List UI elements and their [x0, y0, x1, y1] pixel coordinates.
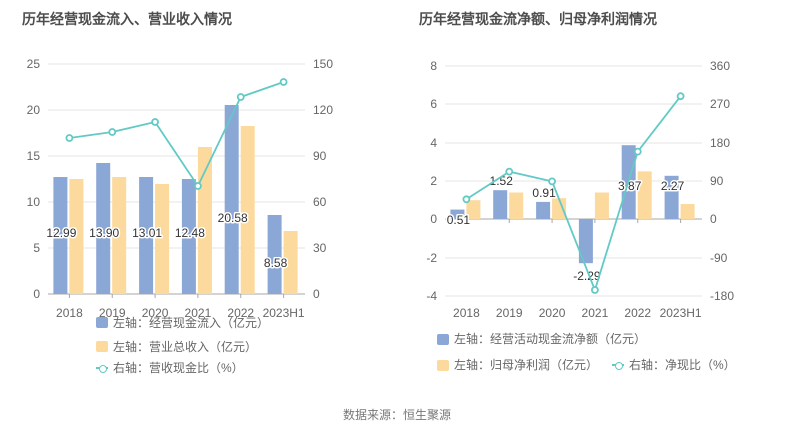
svg-text:2023H1: 2023H1 — [660, 306, 702, 320]
svg-text:20: 20 — [27, 103, 41, 117]
svg-text:2018: 2018 — [56, 306, 83, 320]
svg-text:8.58: 8.58 — [264, 256, 288, 270]
svg-text:12.99: 12.99 — [46, 226, 76, 240]
svg-text:15: 15 — [27, 149, 41, 163]
svg-text:180: 180 — [710, 136, 730, 150]
svg-text:150: 150 — [313, 57, 333, 71]
svg-text:25: 25 — [27, 57, 41, 71]
svg-text:2: 2 — [430, 174, 437, 188]
svg-text:30: 30 — [313, 241, 327, 255]
svg-text:0: 0 — [313, 287, 320, 301]
svg-text:60: 60 — [313, 195, 327, 209]
svg-text:90: 90 — [710, 174, 724, 188]
svg-text:360: 360 — [710, 59, 730, 73]
svg-text:2.27: 2.27 — [661, 179, 685, 193]
svg-text:2022: 2022 — [624, 306, 651, 320]
svg-text:10: 10 — [27, 195, 41, 209]
svg-text:13.01: 13.01 — [132, 226, 162, 240]
svg-text:0.51: 0.51 — [447, 213, 471, 227]
svg-text:0: 0 — [430, 212, 437, 226]
svg-text:2021: 2021 — [582, 306, 609, 320]
svg-text:6: 6 — [430, 97, 437, 111]
svg-text:270: 270 — [710, 97, 730, 111]
svg-text:-90: -90 — [710, 251, 728, 265]
svg-text:13.90: 13.90 — [89, 226, 119, 240]
svg-text:12.48: 12.48 — [175, 226, 205, 240]
svg-text:120: 120 — [313, 103, 333, 117]
svg-text:2019: 2019 — [496, 306, 523, 320]
svg-text:3.87: 3.87 — [618, 179, 642, 193]
svg-text:-2: -2 — [426, 251, 437, 265]
svg-text:-4: -4 — [426, 289, 437, 303]
svg-text:8: 8 — [430, 59, 437, 73]
svg-text:5: 5 — [33, 241, 40, 255]
svg-text:20.58: 20.58 — [218, 211, 248, 225]
svg-text:0: 0 — [710, 212, 717, 226]
svg-text:2018: 2018 — [453, 306, 480, 320]
svg-text:90: 90 — [313, 149, 327, 163]
svg-text:4: 4 — [430, 136, 437, 150]
svg-text:2020: 2020 — [539, 306, 566, 320]
svg-text:0.91: 0.91 — [532, 186, 556, 200]
svg-text:-180: -180 — [710, 289, 734, 303]
svg-text:0: 0 — [33, 287, 40, 301]
